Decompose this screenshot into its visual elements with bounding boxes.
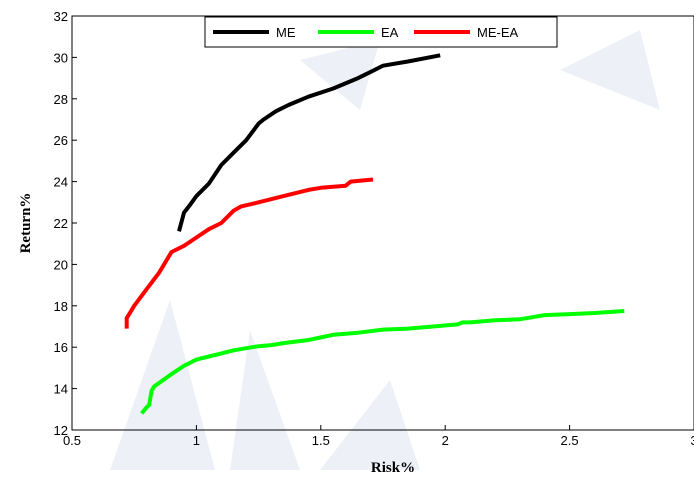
y-tick-label: 14 [54,382,68,397]
legend-label-me: ME [276,25,296,40]
plot-area: 0.5 1 1.5 2 2.5 3 12 14 16 18 20 22 24 26 28 30 32 [54,9,694,448]
y-tick-label: 28 [54,92,68,107]
y-tick-label: 20 [54,257,68,272]
x-axis-label: Risk% [371,460,415,476]
x-tick-label: 0.5 [63,433,81,448]
series-line-me-ea [124,177,374,329]
legend: ME EA ME-EA [204,16,558,48]
y-tick-label: 16 [54,340,68,355]
x-tick-label: 1.5 [312,433,330,448]
x-tick-label: 2 [442,433,449,448]
series-line-me [177,53,441,232]
x-tick-label: 3 [690,433,694,448]
legend-label-me-ea: ME-EA [477,25,519,40]
y-tick-label: 18 [54,299,68,314]
y-tick-label: 22 [54,216,68,231]
x-tick-label: 1 [193,433,200,448]
y-tick-label: 26 [54,133,68,148]
y-tick-label: 32 [54,9,68,24]
y-tick-label: 12 [54,423,68,438]
series-lines [124,53,625,415]
watermark [110,30,660,470]
y-axis-ticks: 12 14 16 18 20 22 24 26 28 30 32 [54,9,77,438]
y-tick-label: 24 [54,175,68,190]
series-line-ea [140,309,625,415]
x-tick-label: 2.5 [561,433,579,448]
y-axis-label: Return% [18,193,34,254]
legend-label-ea: EA [381,25,399,40]
y-tick-label: 30 [54,50,68,65]
x-axis-ticks: 0.5 1 1.5 2 2.5 3 [63,425,694,448]
